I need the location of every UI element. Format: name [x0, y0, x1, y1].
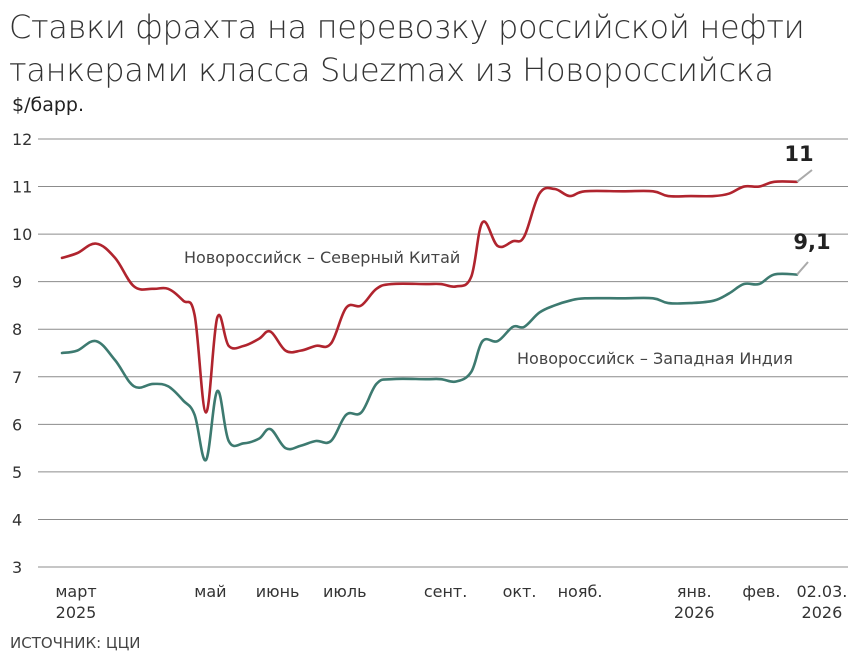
- series-lines: [60, 180, 799, 462]
- x-tick-label-9: 02.03.: [796, 582, 847, 601]
- y-tick-label-12: 12: [12, 130, 32, 149]
- series-name-label-0: Новороссийск – Северный Китай: [184, 248, 460, 267]
- chart-title-line-1: Ставки фрахта на перевозку российской не…: [9, 8, 805, 46]
- end-label-leader-1: [796, 261, 809, 276]
- x-tick-label-0: март: [55, 582, 96, 601]
- end-value-label-1: 9,1: [793, 230, 830, 254]
- x-tick-label-5: окт.: [503, 582, 537, 601]
- y-axis-ticks: 3 4 5 6 7 8 9 10 11 12: [12, 130, 32, 577]
- y-tick-label-8: 8: [12, 320, 22, 339]
- source-note: ИСТОЧНИК: ЦЦИ: [10, 634, 141, 652]
- x-axis-ticks: март 2025 май июнь июль сент. окт. нояб. янв. 202…: [55, 582, 847, 622]
- x-tick-year-0: 2025: [56, 603, 97, 622]
- y-axis-unit: $/барр.: [12, 94, 85, 116]
- y-tick-label-10: 10: [12, 225, 32, 244]
- series-labels: 11 Новороссийск – Северный Китай 9,1 Новоро…: [184, 142, 831, 368]
- y-tick-label-11: 11: [12, 178, 32, 197]
- x-tick-label-7: янв.: [677, 582, 712, 601]
- y-tick-label-4: 4: [12, 510, 22, 529]
- grid-lines: [38, 138, 848, 568]
- y-tick-label-6: 6: [12, 415, 22, 434]
- y-tick-label-3: 3: [12, 558, 22, 577]
- y-tick-label-7: 7: [12, 368, 22, 387]
- series-name-label-1: Новороссийск – Западная Индия: [517, 349, 793, 368]
- x-tick-year-7: 2026: [674, 603, 715, 622]
- x-tick-year-9: 2026: [802, 603, 843, 622]
- series-line-0: [60, 180, 799, 414]
- x-tick-label-8: фев.: [742, 582, 780, 601]
- end-value-label-0: 11: [784, 142, 813, 166]
- end-label-leader-0: [796, 169, 813, 183]
- y-tick-label-9: 9: [12, 273, 22, 292]
- series-line-1: [60, 272, 799, 462]
- x-tick-label-1: май: [194, 582, 226, 601]
- x-tick-label-4: сент.: [424, 582, 468, 601]
- x-tick-label-2: июнь: [256, 582, 300, 601]
- x-tick-label-6: нояб.: [558, 582, 603, 601]
- y-tick-label-5: 5: [12, 463, 22, 482]
- x-tick-label-3: июль: [323, 582, 367, 601]
- chart-title-line-2: танкерами класса Suezmax из Новороссийск…: [9, 51, 774, 89]
- chart-title: Ставки фрахта на перевозку российской не…: [9, 6, 805, 92]
